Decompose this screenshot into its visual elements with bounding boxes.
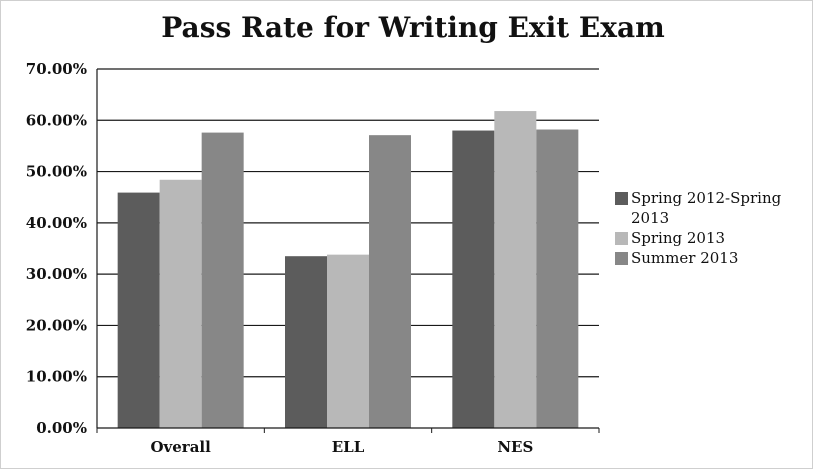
y-tick-label: 40.00% (26, 214, 87, 232)
legend-swatch (615, 192, 628, 205)
chart-title: Pass Rate for Writing Exit Exam (161, 11, 664, 44)
legend-swatch (615, 252, 628, 265)
bar (159, 179, 202, 428)
x-tick-label: Overall (150, 438, 211, 456)
bar (536, 129, 579, 428)
y-tick-label: 0.00% (36, 419, 87, 437)
bars (117, 111, 579, 429)
bar (452, 130, 495, 429)
y-tick-label: 60.00% (26, 111, 87, 129)
bar (369, 135, 411, 428)
bar (201, 132, 244, 428)
y-tick-label: 70.00% (26, 60, 87, 78)
legend-label: Spring 2012-Spring 2013 (631, 189, 782, 227)
x-tick-label: ELL (332, 438, 365, 456)
legend: Spring 2012-Spring 2013 Spring 2013 Summer … (615, 189, 782, 267)
axes: 0.00% 10.00% 20.00% 30.00% 40.00% 50.00% 60.00… (26, 60, 600, 456)
y-tick-label: 30.00% (26, 265, 87, 283)
bar (117, 192, 160, 428)
y-tick-label: 50.00% (26, 163, 87, 181)
bar (327, 254, 369, 428)
legend-swatch (615, 232, 628, 245)
legend-label: Summer 2013 (631, 249, 738, 267)
y-tick-label: 10.00% (26, 368, 87, 386)
legend-label: Spring 2013 (631, 229, 725, 247)
x-tick-label: NES (497, 438, 533, 456)
bar (494, 111, 537, 428)
y-tick-label: 20.00% (26, 316, 87, 334)
bar (285, 256, 327, 428)
